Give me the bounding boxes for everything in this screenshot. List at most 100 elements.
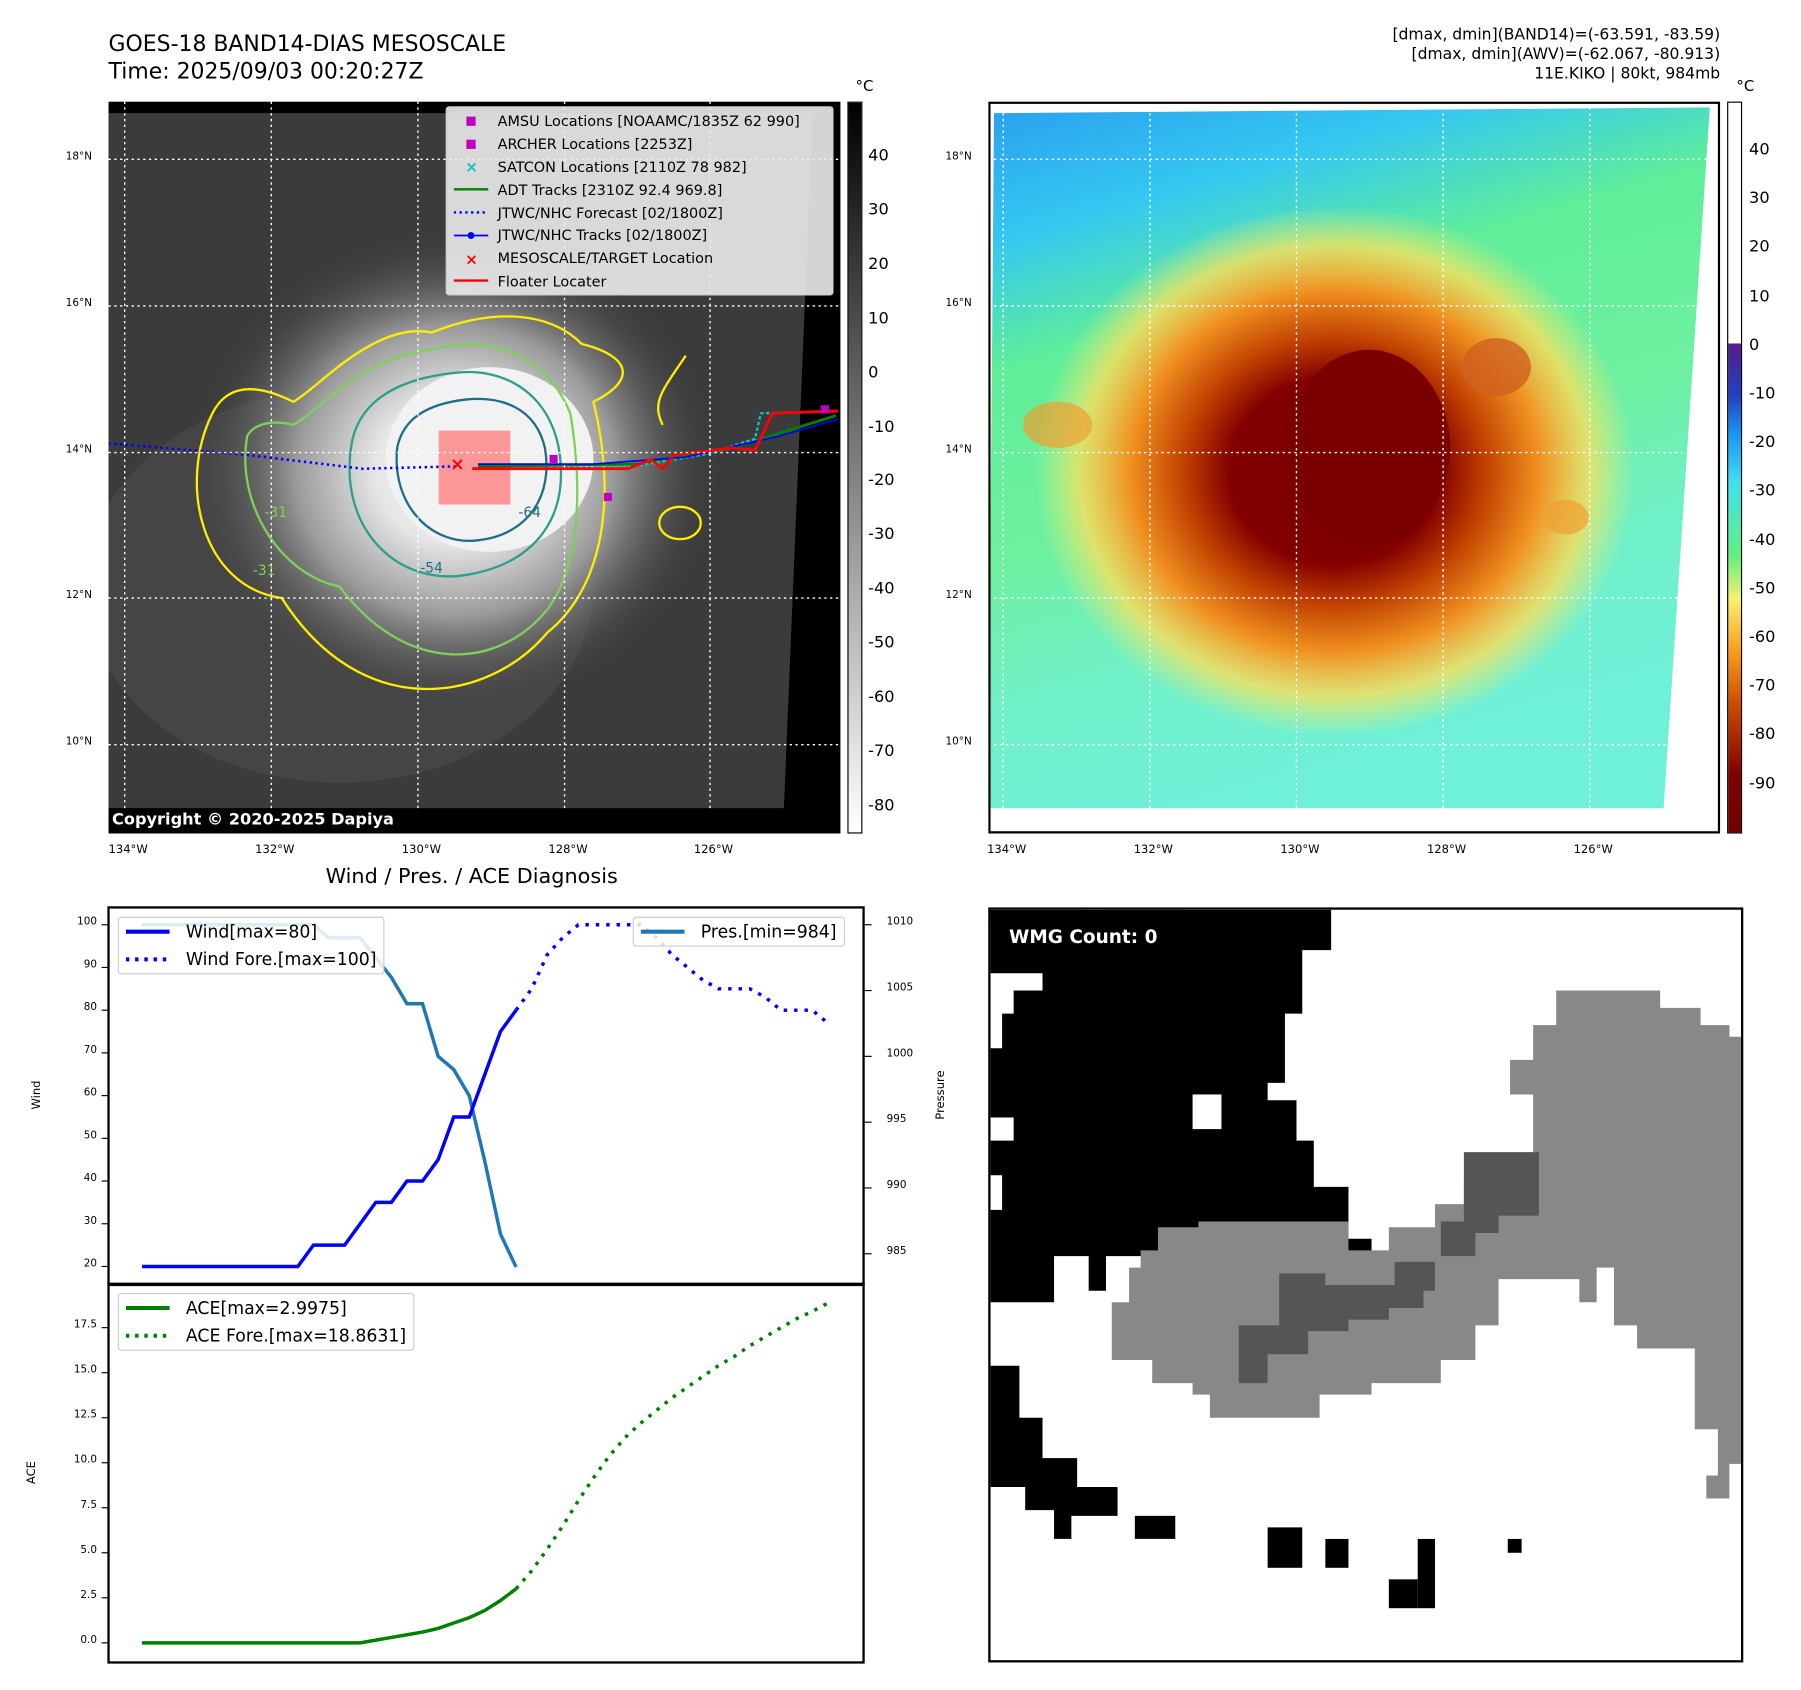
contour-label: -31 xyxy=(264,505,287,521)
copyright: Copyright © 2020-2025 Dapiya xyxy=(111,810,394,829)
map-grid xyxy=(988,101,1721,809)
colorbar-tick: -10 xyxy=(868,417,895,436)
wind-tick-label: 30 xyxy=(83,1215,97,1228)
line-icon xyxy=(453,278,489,285)
dotted-line-icon xyxy=(453,209,489,216)
contour-label: -54 xyxy=(420,561,443,577)
ace-axis-label: ACE xyxy=(25,1461,39,1485)
pressure-legend-label: Pres.[min=984] xyxy=(700,921,837,943)
lon-label: 130°W xyxy=(401,843,441,857)
wmg-black-region xyxy=(990,909,1522,1609)
lat-label: 18°N xyxy=(65,151,92,163)
colorbar-tick: 20 xyxy=(868,254,889,274)
wind-line xyxy=(142,1009,518,1269)
lon-label: 128°W xyxy=(1426,843,1467,857)
colorbar-tick: -80 xyxy=(1749,725,1776,744)
square-marker-icon xyxy=(454,115,489,127)
ace-tick-label: 15.0 xyxy=(73,1364,97,1377)
right-colorbar xyxy=(1727,101,1743,834)
ace-legend-swatch xyxy=(125,1306,170,1311)
legend-label: JTWC/NHC Forecast [02/1800Z] xyxy=(497,203,723,222)
lat-label: 16°N xyxy=(945,297,972,310)
colorbar-tick: -40 xyxy=(1749,530,1776,550)
map-legend: AMSU Locations [NOAAMC/1835Z 62 990] ARCH… xyxy=(445,106,834,296)
colorbar-tick: -50 xyxy=(868,633,895,653)
colorbar-tick: 30 xyxy=(868,200,889,220)
wmg-grey-region xyxy=(1111,990,1741,1499)
lon-label: 134°W xyxy=(108,843,148,857)
ace-tick-label: 17.5 xyxy=(73,1319,97,1332)
lon-label: 126°W xyxy=(693,843,734,857)
awv-enhanced-map xyxy=(988,101,1721,834)
pressure-legend-swatch xyxy=(640,929,685,934)
lat-label: 18°N xyxy=(945,151,972,163)
colorbar-tick: -80 xyxy=(868,796,895,815)
lat-label: 10°N xyxy=(945,736,972,749)
lat-label: 12°N xyxy=(945,589,972,602)
legend-label: SATCON Locations [2110Z 78 982] xyxy=(497,158,747,176)
wind-tick-label: 100 xyxy=(77,916,97,929)
storm-id: 11E.KIKO | 80kt, 984mb xyxy=(1534,64,1721,84)
wmg-panel: WMG Count: 0 xyxy=(988,907,1744,1663)
lat-label: 12°N xyxy=(65,589,92,602)
contour-label: -31 xyxy=(253,563,276,579)
wind-tick-label: 80 xyxy=(83,1002,97,1014)
legend-label: ADT Tracks [2310Z 92.4 969.8] xyxy=(497,181,723,199)
x-marker-icon: × xyxy=(454,251,489,265)
lon-label: 134°W xyxy=(987,843,1027,857)
line-dot-icon xyxy=(453,231,489,240)
pressure-tick-label: 1010 xyxy=(886,916,914,929)
ace-tick-label: 10.0 xyxy=(73,1454,97,1467)
ace-legend: ACE[max=2.9975] ACE Fore.[max=18.8631] xyxy=(117,1293,415,1351)
target-x-marker: × xyxy=(450,455,465,475)
archer-marker xyxy=(820,405,829,414)
colorbar-tick: -60 xyxy=(868,688,895,707)
title-time: Time: 2025/09/03 00:20:27Z xyxy=(108,58,424,85)
ace-tick-label: 12.5 xyxy=(73,1409,97,1422)
adt-track xyxy=(477,414,837,468)
jtwc-track xyxy=(477,418,839,465)
legend-item: ARCHER Locations [2253Z] xyxy=(447,133,833,156)
lat-label: 16°N xyxy=(65,297,92,310)
wind-tick-label: 90 xyxy=(83,959,97,971)
lat-label: 14°N xyxy=(945,444,972,457)
wind-axis-label: Wind xyxy=(30,1080,44,1110)
svg-text:×: × xyxy=(465,251,478,265)
awv-range: [dmax, dmin](AWV)=(-62.067, -80.913) xyxy=(1411,45,1721,64)
colorbar-tick: -40 xyxy=(868,579,895,599)
left-colorbar-unit: °C xyxy=(855,78,874,96)
lon-label: 132°W xyxy=(255,843,295,857)
colorbar-tick: 0 xyxy=(868,363,879,382)
legend-item: JTWC/NHC Tracks [02/1800Z] xyxy=(447,224,833,247)
ir-satellite-map: -64 -54 -31 -31 × Copyright © 2020-2025 … xyxy=(85,101,841,834)
left-colorbar xyxy=(847,101,863,834)
pressure-legend: Pres.[min=984] xyxy=(632,916,845,947)
legend-item: Floater Locater xyxy=(447,270,833,293)
colorbar-tick: 40 xyxy=(868,146,889,166)
floater-track xyxy=(472,409,839,471)
legend-label: ARCHER Locations [2253Z] xyxy=(497,135,693,153)
lon-label: 130°W xyxy=(1280,843,1320,857)
legend-item: × MESOSCALE/TARGET Location xyxy=(447,247,833,270)
title-product: GOES-18 BAND14-DIAS MESOSCALE xyxy=(108,31,507,57)
ace-tick-label: 2.5 xyxy=(80,1589,97,1602)
forecast-track xyxy=(108,442,455,470)
legend-label: AMSU Locations [NOAAMC/1835Z 62 990] xyxy=(497,112,800,130)
colorbar-tick: 0 xyxy=(1749,335,1760,355)
colorbar-tick: -30 xyxy=(1749,481,1776,501)
colorbar-tick: 10 xyxy=(1749,286,1770,306)
colorbar-tick: 40 xyxy=(1749,140,1770,160)
wind-tick-label: 50 xyxy=(83,1130,97,1142)
square-marker-icon xyxy=(454,138,489,150)
wind-legend-swatch xyxy=(125,929,170,934)
wind-tick-label: 40 xyxy=(83,1172,97,1185)
wind-forecast-line xyxy=(514,923,829,1025)
lon-label: 132°W xyxy=(1133,843,1173,857)
line-icon xyxy=(453,186,489,193)
colorbar-tick: -70 xyxy=(868,742,895,761)
colorbar-tick: 10 xyxy=(868,309,889,328)
diagnosis-title: Wind / Pres. / ACE Diagnosis xyxy=(325,864,618,889)
colorbar-tick: -70 xyxy=(1749,676,1776,696)
amsu-marker xyxy=(549,454,558,463)
wind-tick-label: 60 xyxy=(83,1087,97,1100)
